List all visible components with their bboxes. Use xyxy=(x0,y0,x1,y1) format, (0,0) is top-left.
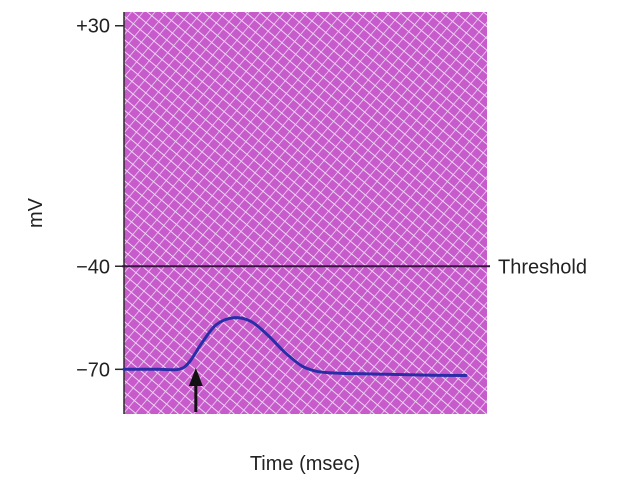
x-axis-label: Time (msec) xyxy=(250,453,360,475)
y-axis-ticks: +30 −40 −70 xyxy=(76,16,124,381)
y-axis-label: mV xyxy=(25,197,47,228)
plot-area xyxy=(123,12,487,414)
stimulus-arrow-icon xyxy=(188,368,203,412)
y-tick-label: −70 xyxy=(76,359,110,381)
threshold-label: Threshold xyxy=(498,256,587,278)
y-tick-label: −40 xyxy=(76,256,110,278)
y-tick-label: +30 xyxy=(76,16,110,38)
stimulus-arrow-head xyxy=(188,368,203,386)
membrane-potential-line xyxy=(122,316,468,377)
plot-background xyxy=(124,12,487,414)
